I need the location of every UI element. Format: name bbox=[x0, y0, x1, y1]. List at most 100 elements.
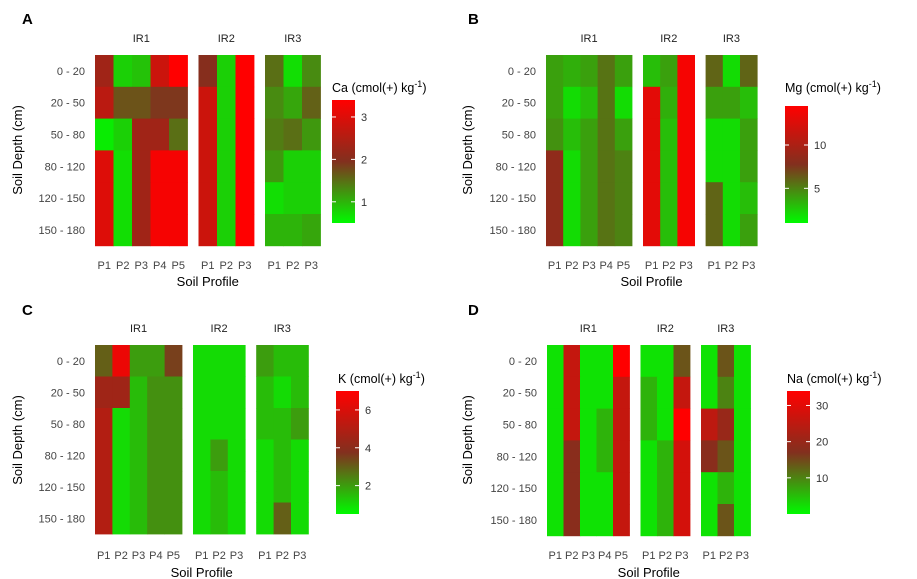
heatmap-cell bbox=[302, 150, 321, 183]
heatmap-cell bbox=[597, 182, 616, 215]
depth-tick-label: 120 - 150 bbox=[491, 483, 537, 495]
heatmap-cell bbox=[640, 504, 658, 537]
heatmap-cell bbox=[169, 86, 188, 119]
heatmap-cell bbox=[657, 376, 674, 409]
heatmap-cell bbox=[235, 118, 255, 151]
profile-tick-label: P2 bbox=[662, 260, 675, 272]
x-axis-label: Soil Profile bbox=[618, 565, 680, 579]
heatmap-cell bbox=[210, 471, 229, 503]
heatmap-cell bbox=[580, 55, 598, 88]
heatmap-cell bbox=[150, 55, 170, 88]
heatmap-cell bbox=[95, 345, 113, 377]
legend-title: Ca (cmol(+) kg-1) bbox=[332, 79, 427, 95]
heatmap-cell bbox=[740, 214, 758, 247]
heatmap-cell bbox=[132, 182, 151, 215]
heatmap-cell bbox=[273, 439, 292, 472]
profile-tick-label: P1 bbox=[258, 550, 271, 562]
heatmap-cell bbox=[596, 504, 614, 537]
group-ir2: IR2 P1 P2 P3 bbox=[643, 33, 695, 272]
heatmap-cell bbox=[227, 471, 246, 503]
depth-tick-label: 80 - 120 bbox=[45, 450, 85, 462]
heatmap-cell bbox=[95, 376, 113, 409]
heatmap-cell bbox=[596, 376, 614, 409]
heatmap-cell bbox=[164, 376, 183, 409]
heatmap-cell bbox=[734, 440, 751, 473]
heatmap-cell bbox=[722, 150, 741, 183]
heatmap-cell bbox=[640, 472, 658, 505]
profile-tick-label: P2 bbox=[565, 550, 578, 562]
heatmap-cell bbox=[112, 439, 131, 472]
heatmap-cell bbox=[660, 214, 678, 247]
profile-tick-label: P3 bbox=[582, 550, 595, 562]
heatmap-cell bbox=[677, 150, 695, 183]
heatmap-cell bbox=[198, 55, 218, 88]
heatmap-cell bbox=[302, 55, 321, 88]
heatmap-cell bbox=[580, 440, 597, 473]
heatmap-cell bbox=[580, 472, 597, 505]
heatmap-cell bbox=[717, 408, 735, 441]
heatmap-cell bbox=[132, 150, 151, 183]
heatmap-cell bbox=[150, 150, 170, 183]
colorbar-tick-label: 2 bbox=[361, 154, 367, 166]
profile-tick-label: P4 bbox=[598, 550, 611, 562]
depth-tick-label: 150 - 180 bbox=[39, 513, 85, 525]
group-ir2: IR2 P1 P2 P3 bbox=[193, 323, 246, 562]
colorbar-tick-label: 4 bbox=[365, 443, 371, 455]
heatmap-cell bbox=[740, 118, 758, 151]
heatmap-cell bbox=[640, 408, 658, 441]
heatmap-cell bbox=[129, 376, 148, 409]
depth-tick-label: 120 - 150 bbox=[490, 193, 536, 205]
profile-tick-label: P2 bbox=[719, 550, 732, 562]
group-ir2: IR2 P1 P2 P3 bbox=[198, 33, 255, 272]
heatmap-cell bbox=[580, 150, 598, 183]
profile-tick-label: P2 bbox=[116, 260, 129, 272]
profile-tick-label: P1 bbox=[548, 260, 561, 272]
profile-tick-label: P1 bbox=[97, 550, 110, 562]
heatmap-cell bbox=[722, 86, 741, 119]
depth-tick-label: 0 - 20 bbox=[509, 356, 537, 368]
profile-tick-label: P3 bbox=[742, 260, 755, 272]
heatmap-cell bbox=[132, 86, 151, 119]
profile-tick-label: P3 bbox=[582, 260, 595, 272]
heatmap-cell bbox=[673, 376, 691, 409]
group-ir3: IR3 P1 P2 P3 bbox=[265, 33, 321, 272]
heatmap-cell bbox=[563, 118, 581, 151]
heatmap-cell bbox=[734, 504, 751, 537]
depth-tick-label: 20 - 50 bbox=[51, 98, 85, 110]
depth-tick-label: 0 - 20 bbox=[57, 66, 85, 78]
depth-tick-label: 80 - 120 bbox=[496, 161, 536, 173]
heatmap-cell bbox=[705, 182, 724, 215]
heatmap-cell bbox=[147, 376, 165, 409]
heatmap-cell bbox=[169, 150, 188, 183]
profile-tick-label: P3 bbox=[238, 260, 251, 272]
heatmap-cell bbox=[227, 408, 246, 440]
heatmap-cell bbox=[701, 376, 718, 409]
colorbar-tick-label: 1 bbox=[361, 197, 367, 209]
group-label: IR2 bbox=[218, 33, 235, 45]
heatmap-cell bbox=[563, 55, 581, 88]
heatmap-cell bbox=[210, 376, 229, 409]
profile-tick-label: P1 bbox=[268, 260, 281, 272]
heatmap-cell bbox=[210, 345, 229, 377]
heatmap-cell bbox=[673, 472, 691, 505]
panel-letter-b: B bbox=[468, 11, 479, 28]
profile-tick-label: P1 bbox=[98, 260, 111, 272]
profile-tick-label: P2 bbox=[565, 260, 578, 272]
heatmap-cell bbox=[701, 472, 718, 505]
heatmap-cell bbox=[546, 86, 564, 119]
heatmap-cell bbox=[614, 214, 633, 247]
panel-b: 0 - 20 20 - 50 50 - 80 80 - 120 120 - 150 150… bbox=[460, 33, 881, 289]
heatmap-cell bbox=[210, 439, 229, 472]
heatmap-cell bbox=[563, 440, 581, 473]
heatmap-cell bbox=[657, 440, 674, 473]
legend-title: Mg (cmol(+) kg-1) bbox=[785, 79, 881, 95]
heatmap-cell bbox=[291, 471, 309, 503]
depth-tick-label: 50 - 80 bbox=[502, 130, 536, 142]
heatmap-cell bbox=[546, 182, 564, 215]
heatmap-cell bbox=[660, 55, 678, 88]
profile-tick-label: P1 bbox=[707, 260, 720, 272]
